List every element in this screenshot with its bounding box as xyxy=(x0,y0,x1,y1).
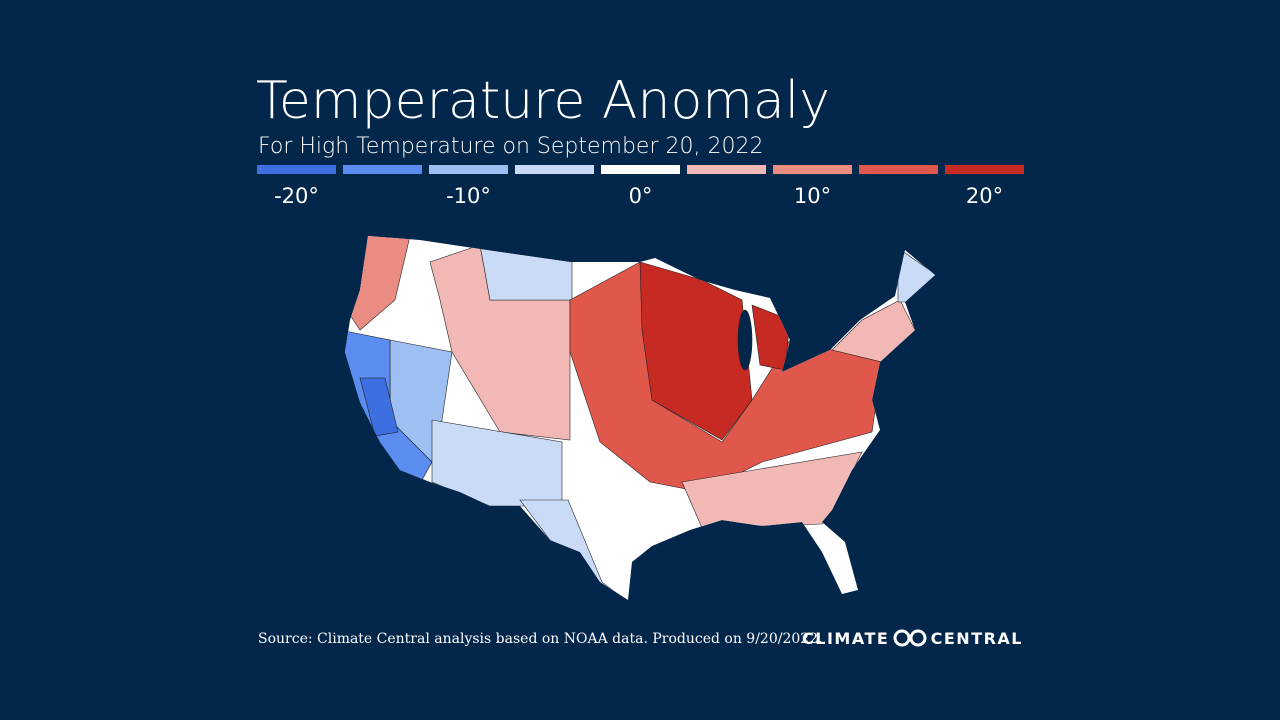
legend-label: 10° xyxy=(794,184,831,208)
legend-swatch xyxy=(601,165,680,174)
legend-swatch xyxy=(945,165,1024,174)
legend: -20° -10° 0° 10° 20° xyxy=(257,165,1024,208)
logo-left: CLIMATE xyxy=(802,629,889,648)
legend-swatch xyxy=(429,165,508,174)
legend-swatch xyxy=(773,165,852,174)
region-northeast xyxy=(831,299,917,363)
lake-michigan xyxy=(737,309,753,371)
legend-label: -10° xyxy=(446,184,491,208)
logo-ring xyxy=(893,629,911,647)
legend-label: -20° xyxy=(274,184,319,208)
legend-swatch xyxy=(257,165,336,174)
legend-swatch xyxy=(515,165,594,174)
logo-icon xyxy=(893,629,927,647)
subtitle: For High Temperature on September 20, 20… xyxy=(258,134,763,159)
logo-right: CENTRAL xyxy=(931,629,1023,648)
region-central-valley xyxy=(359,377,399,437)
legend-swatch xyxy=(343,165,422,174)
legend-swatch xyxy=(859,165,938,174)
legend-label: 20° xyxy=(966,184,1003,208)
legend-swatch xyxy=(687,165,766,174)
logo-ring xyxy=(909,629,927,647)
title: Temperature Anomaly xyxy=(256,71,830,131)
region-upper-midwest xyxy=(639,261,753,441)
source: Source: Climate Central analysis based o… xyxy=(258,631,823,647)
legend-label: 0° xyxy=(629,184,653,208)
